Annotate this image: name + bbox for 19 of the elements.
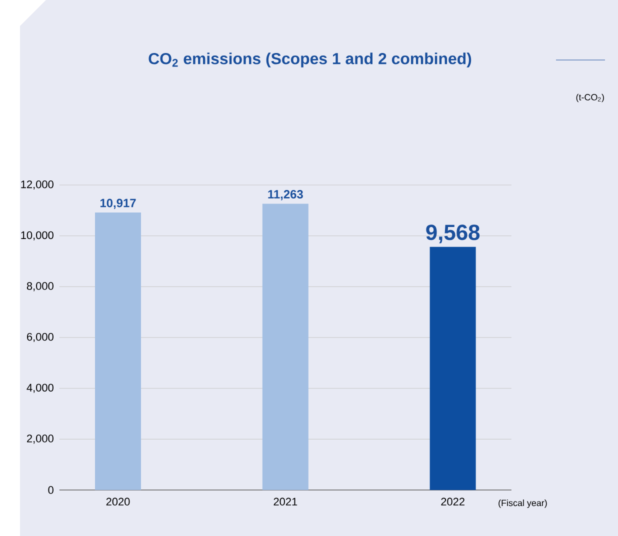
- y-tick-label: 10,000: [21, 231, 54, 240]
- x-tick-label: 2022: [441, 498, 464, 506]
- chart-title: CO$_{2}$ emissions (Scopes 1 and 2 combined): [148, 52, 472, 68]
- y-tick-label: 0: [48, 486, 54, 494]
- bar: [95, 212, 141, 490]
- data-label: 11,263: [268, 190, 303, 200]
- y-tick-label: 8,000: [26, 282, 54, 292]
- text: (t-CO$_{2}$): [576, 94, 604, 102]
- y-tick-label: 12,000: [21, 180, 54, 190]
- y-tick-label: 6,000: [27, 332, 54, 342]
- data-label: 9,568: [426, 224, 480, 244]
- y-tick-label: 4,000: [26, 384, 54, 393]
- x-tick-label: 2021: [274, 498, 298, 506]
- x-tick-label: 2020: [106, 498, 130, 506]
- x-axis-title: (Fiscal year): [498, 500, 547, 508]
- data-label: 10,917: [100, 198, 136, 209]
- bar: [430, 246, 476, 490]
- y-tick-label: 2,000: [27, 434, 54, 444]
- bar: [262, 204, 308, 490]
